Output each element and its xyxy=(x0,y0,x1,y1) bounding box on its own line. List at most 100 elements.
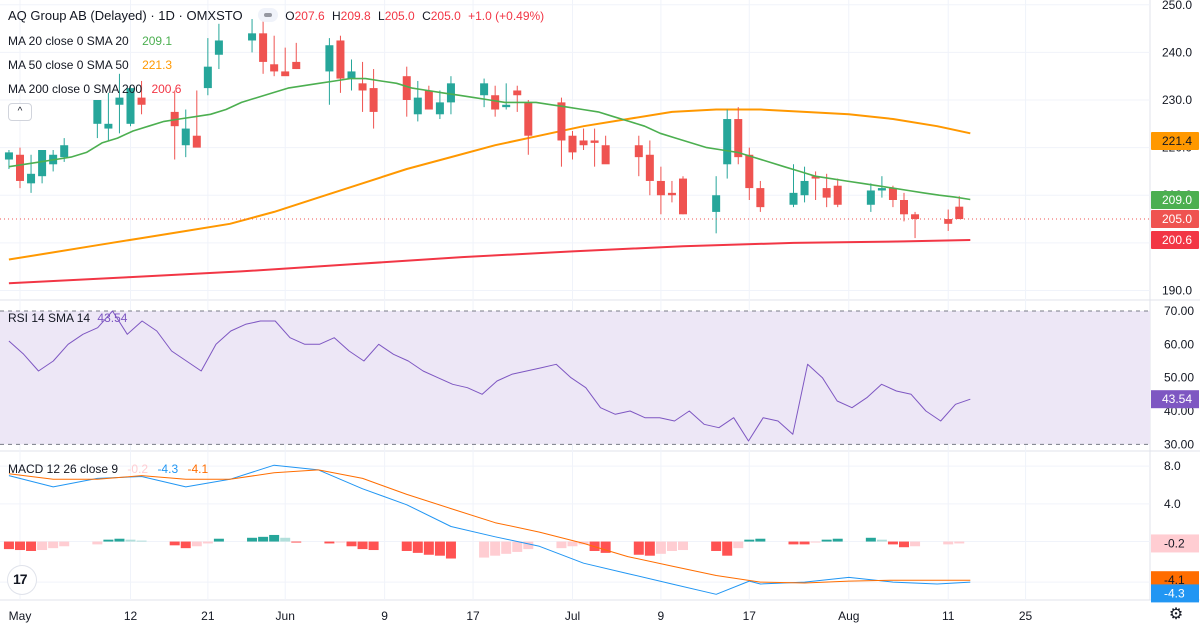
macd-histogram-bar[interactable] xyxy=(799,541,810,545)
candle-body[interactable] xyxy=(214,40,223,55)
candle-body[interactable] xyxy=(281,71,290,77)
candle-body[interactable] xyxy=(192,135,201,148)
macd-histogram-bar[interactable] xyxy=(37,541,48,551)
candle-body[interactable] xyxy=(634,145,643,158)
macd-histogram-bar[interactable] xyxy=(744,539,755,542)
symbol-title[interactable]: AQ Group AB (Delayed) · 1D · OMXSTO xyxy=(8,8,243,23)
candle-body[interactable] xyxy=(93,100,102,124)
macd-histogram-bar[interactable] xyxy=(678,541,688,551)
macd-histogram-bar[interactable] xyxy=(3,541,14,550)
macd-histogram-bar[interactable] xyxy=(523,541,534,550)
macd-histogram-bar[interactable] xyxy=(59,541,70,547)
candle-body[interactable] xyxy=(347,71,356,79)
candle-body[interactable] xyxy=(27,173,36,184)
candle-body[interactable] xyxy=(888,188,897,200)
candle-body[interactable] xyxy=(248,33,257,41)
candle-body[interactable] xyxy=(446,83,455,103)
macd-histogram-bar[interactable] xyxy=(655,541,666,554)
macd-histogram-bar[interactable] xyxy=(103,539,114,542)
candle-body[interactable] xyxy=(789,192,798,205)
tradingview-logo-icon[interactable] xyxy=(8,566,36,594)
candle-body[interactable] xyxy=(203,66,212,89)
visibility-toggle-icon[interactable] xyxy=(257,8,278,22)
macd-histogram-bar[interactable] xyxy=(943,541,954,545)
candle-body[interactable] xyxy=(513,90,522,96)
macd-histogram-bar[interactable] xyxy=(600,541,611,553)
candle-body[interactable] xyxy=(712,195,721,212)
candle-body[interactable] xyxy=(557,102,566,141)
macd-histogram-bar[interactable] xyxy=(169,541,180,546)
ma50-legend[interactable]: MA 50 close 0 SMA 50 221.3 xyxy=(8,58,176,72)
candle-body[interactable] xyxy=(524,102,533,136)
macd-histogram-bar[interactable] xyxy=(755,538,766,542)
candle-body[interactable] xyxy=(579,140,588,146)
macd-histogram-bar[interactable] xyxy=(910,541,921,547)
candle-body[interactable] xyxy=(104,123,113,129)
rsi-series-line[interactable] xyxy=(8,310,971,442)
candle-body[interactable] xyxy=(568,135,577,153)
macd-histogram-bar[interactable] xyxy=(15,541,25,551)
rsi-legend[interactable]: RSI 14 SMA 14 43.54 xyxy=(8,311,127,325)
macd-histogram-bar[interactable] xyxy=(490,541,501,556)
candle-body[interactable] xyxy=(270,64,279,72)
macd-histogram-bar[interactable] xyxy=(865,537,876,542)
macd-histogram-bar[interactable] xyxy=(445,541,456,559)
axis-layer[interactable]: 190.0200.0210.0220.0230.0240.0250.0221.4… xyxy=(9,0,1199,623)
candle-body[interactable] xyxy=(944,219,953,224)
macd-histogram-bar[interactable] xyxy=(368,541,379,551)
macd-histogram-bar[interactable] xyxy=(788,541,799,545)
candle-body[interactable] xyxy=(491,95,500,110)
macd-histogram-bar[interactable] xyxy=(512,541,523,552)
macd-histogram-bar[interactable] xyxy=(247,537,258,542)
macd-histogram-bar[interactable] xyxy=(810,541,821,543)
macd-histogram-bar[interactable] xyxy=(180,541,191,549)
macd-histogram-bar[interactable] xyxy=(954,541,965,544)
ma200-legend[interactable]: MA 200 close 0 SMA 200 200.6 xyxy=(8,82,185,96)
macd-histogram-bar[interactable] xyxy=(633,541,644,555)
candle-body[interactable] xyxy=(369,88,378,112)
macd-histogram-bar[interactable] xyxy=(711,541,722,551)
candle-body[interactable] xyxy=(60,145,69,158)
macd-histogram-bar[interactable] xyxy=(202,541,213,544)
macd-histogram-bar[interactable] xyxy=(92,541,103,545)
candle-body[interactable] xyxy=(292,61,301,70)
candle-body[interactable] xyxy=(402,76,411,100)
macd-histogram-bar[interactable] xyxy=(899,541,909,548)
ma20-legend[interactable]: MA 20 close 0 SMA 20 209.1 xyxy=(8,34,176,48)
macd-histogram-bar[interactable] xyxy=(733,541,744,549)
macd-histogram-bar[interactable] xyxy=(644,541,655,556)
candle-body[interactable] xyxy=(811,176,820,179)
candle-body[interactable] xyxy=(16,154,24,181)
candle-body[interactable] xyxy=(745,154,754,189)
macd-legend[interactable]: MACD 12 26 close 9 -0.2 -4.3 -4.1 xyxy=(8,462,208,476)
macd-histogram-bar[interactable] xyxy=(887,541,898,545)
macd-histogram-bar[interactable] xyxy=(821,539,832,542)
macd-histogram-bar[interactable] xyxy=(666,541,677,551)
macd-histogram-bar[interactable] xyxy=(876,539,887,542)
macd-histogram-bar[interactable] xyxy=(412,541,423,553)
signal-series-line[interactable] xyxy=(8,469,971,584)
macd-histogram-bar[interactable] xyxy=(258,536,269,542)
macd-histogram-bar[interactable] xyxy=(335,541,346,543)
macd-histogram-bar[interactable] xyxy=(501,541,512,554)
candle-body[interactable] xyxy=(723,119,732,165)
candle-body[interactable] xyxy=(435,102,444,115)
macd-histogram-bar[interactable] xyxy=(722,541,733,556)
candle-body[interactable] xyxy=(955,206,964,220)
candle-body[interactable] xyxy=(4,152,13,160)
rsi-pane[interactable] xyxy=(0,310,1150,445)
candle-body[interactable] xyxy=(502,104,511,108)
macd-histogram-bar[interactable] xyxy=(423,541,434,555)
price-pane[interactable] xyxy=(0,19,1150,285)
ma200-series-line[interactable] xyxy=(8,239,971,285)
macd-histogram-bar[interactable] xyxy=(832,538,843,542)
candle-body[interactable] xyxy=(259,33,268,62)
candle-body[interactable] xyxy=(667,192,676,196)
macd-series-line[interactable] xyxy=(8,464,971,595)
macd-histogram-bar[interactable] xyxy=(269,534,280,542)
candle-body[interactable] xyxy=(413,97,422,115)
macd-histogram-bar[interactable] xyxy=(401,541,412,551)
macd-histogram-bar[interactable] xyxy=(136,540,147,542)
macd-histogram-bar[interactable] xyxy=(346,541,357,547)
